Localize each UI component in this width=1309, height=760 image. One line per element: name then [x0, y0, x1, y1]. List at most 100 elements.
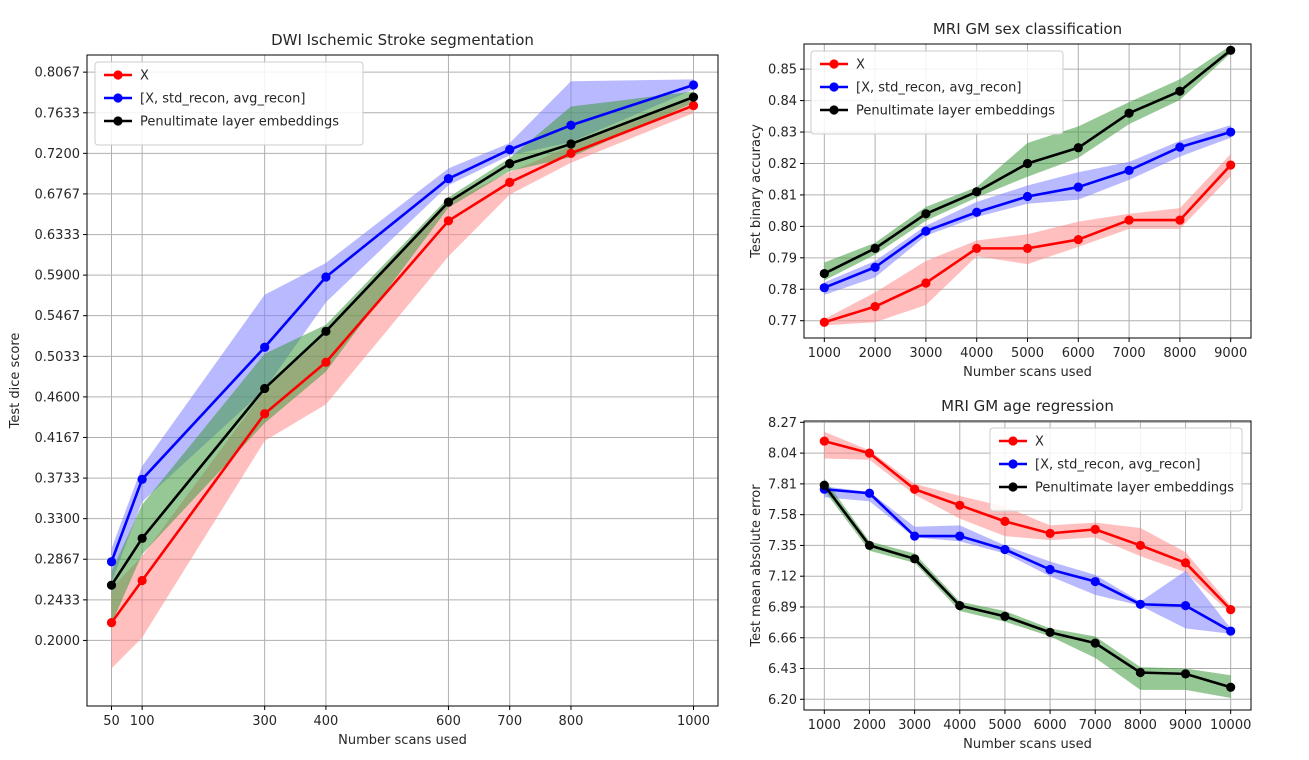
data-point — [1135, 599, 1145, 609]
x-tick-label: 800 — [559, 714, 584, 729]
data-point — [1135, 540, 1145, 551]
legend-marker — [829, 82, 839, 92]
y-tick-label: 0.5900 — [35, 269, 81, 284]
y-tick-label: 0.81 — [768, 188, 797, 203]
data-point — [1000, 544, 1010, 555]
legend-marker — [829, 105, 839, 115]
x-tick-label: 3000 — [898, 718, 931, 733]
data-point — [955, 531, 965, 541]
y-axis-label: Test binary accuracy — [749, 124, 764, 259]
data-point — [505, 177, 515, 187]
data-point — [566, 120, 576, 130]
data-point — [1090, 524, 1100, 534]
y-tick-label: 0.83 — [768, 126, 797, 141]
y-tick-label: 0.84 — [768, 94, 797, 109]
data-point — [260, 383, 270, 394]
x-tick-label: 6000 — [1034, 718, 1067, 733]
x-tick-label: 10000 — [1210, 718, 1251, 733]
legend-label: [X, std_recon, avg_recon] — [140, 92, 305, 107]
data-point — [972, 243, 982, 253]
grid — [87, 55, 718, 706]
data-point — [106, 618, 117, 628]
legend-box — [94, 61, 364, 146]
x-axis-label: Number scans used — [338, 733, 467, 748]
data-point — [819, 268, 829, 279]
x-tick-label: 700 — [497, 714, 522, 729]
data-point — [910, 484, 920, 494]
plot-frame — [803, 420, 1252, 711]
legend-label: Penultimate layer embeddings — [140, 115, 339, 130]
x-tick-label: 2000 — [859, 346, 892, 361]
y-tick-label: 8.04 — [768, 447, 797, 462]
data-point — [688, 92, 699, 102]
data-point — [1000, 516, 1010, 526]
x-tick-label: 1000 — [808, 346, 841, 361]
data-point — [137, 575, 147, 586]
data-point — [505, 145, 515, 155]
data-point — [819, 436, 829, 446]
y-tick-label: 7.35 — [768, 539, 797, 554]
data-point — [566, 148, 576, 158]
legend: X [X, std_recon, avg_recon] Penultimate la… — [989, 427, 1243, 512]
plot-frame — [86, 54, 719, 707]
data-point — [1090, 638, 1100, 648]
y-tick-label: 0.4600 — [35, 390, 81, 405]
data-point — [864, 488, 875, 498]
y-tick-label: 7.81 — [768, 477, 797, 492]
x-tick-label: 7000 — [1113, 346, 1146, 361]
y-tick-label: 0.3300 — [35, 512, 81, 527]
x-tick-label: 4000 — [960, 346, 993, 361]
data-point — [321, 357, 331, 367]
x-tick-label: 8000 — [1124, 718, 1157, 733]
chart-title: MRI GM age regression — [941, 397, 1114, 415]
x-axis-label: Number scans used — [963, 365, 1092, 380]
data-point — [566, 139, 576, 149]
data-point — [137, 474, 147, 484]
x-tick-label: 9000 — [1169, 718, 1202, 733]
data-point — [106, 557, 117, 567]
data-point — [137, 533, 147, 543]
y-tick-label: 0.7633 — [35, 106, 81, 121]
data-point — [1175, 142, 1185, 152]
data-point — [972, 187, 982, 197]
data-point — [1022, 158, 1033, 169]
data-point — [1090, 576, 1100, 587]
data-point — [819, 283, 829, 293]
legend-label: [X, std_recon, avg_recon] — [1035, 458, 1200, 473]
y-tick-label: 0.82 — [768, 157, 797, 172]
x-tick-label: 5000 — [988, 718, 1021, 733]
x-tick-label: 4000 — [943, 718, 976, 733]
y-tick-label: 6.89 — [768, 600, 797, 615]
data-point — [1226, 45, 1236, 55]
confidence-band-0 — [824, 431, 1231, 614]
data-point — [1000, 611, 1010, 621]
legend-marker — [1008, 436, 1018, 446]
y-tick-label: 7.12 — [768, 570, 797, 585]
data-point — [1022, 243, 1033, 253]
data-point — [1045, 627, 1055, 637]
data-point — [1180, 601, 1191, 611]
y-tick-label: 0.6767 — [35, 187, 81, 202]
x-tick-label: 50 — [103, 714, 120, 729]
data-point — [1226, 682, 1236, 692]
data-point — [1180, 669, 1191, 679]
y-axis-label: Test mean absolute error — [749, 484, 764, 648]
data-point — [1073, 182, 1083, 192]
data-point — [1175, 215, 1185, 225]
y-tick-label: 0.79 — [768, 251, 797, 266]
series-line-0 — [110, 104, 694, 624]
x-tick-label: 9000 — [1214, 346, 1247, 361]
legend-box — [810, 50, 1064, 135]
data-point — [1124, 165, 1134, 176]
y-tick-label: 0.77 — [768, 314, 797, 329]
data-point — [1135, 667, 1145, 678]
data-point — [1045, 564, 1055, 575]
legend-label: Penultimate layer embeddings — [1035, 481, 1234, 496]
x-tick-label: 8000 — [1163, 346, 1196, 361]
legend-label: Penultimate layer embeddings — [856, 104, 1055, 119]
x-tick-label: 1000 — [677, 714, 710, 729]
y-tick-label: 0.80 — [768, 220, 797, 235]
legend: X [X, std_recon, avg_recon] Penultimate la… — [810, 50, 1064, 135]
data-point — [321, 326, 331, 336]
legend-marker — [113, 116, 123, 126]
